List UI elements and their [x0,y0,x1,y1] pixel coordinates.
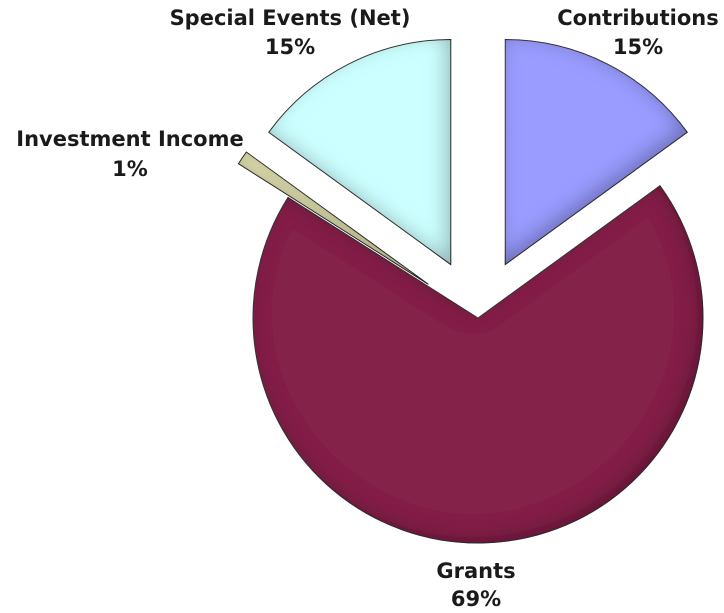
slice-value-grants: 69% [451,587,501,611]
slice-value-special-events: 15% [265,35,315,59]
pie-slice-contributions [504,39,688,266]
pie-slice-special-events-net [268,39,452,266]
pie-slice-grants [252,185,704,544]
pie-slice-investment-income [237,151,429,285]
slice-value-contributions: 15% [613,35,663,59]
pie-labels: Contributions 15% Special Events (Net) 1… [16,6,718,611]
slice-label-special-events: Special Events (Net) [170,6,411,30]
slice-label-investment-income: Investment Income [16,127,243,151]
slice-value-investment-income: 1% [112,157,148,181]
slice-label-grants: Grants [436,559,515,583]
slice-label-contributions: Contributions [557,6,718,30]
pie-slices [237,39,704,544]
